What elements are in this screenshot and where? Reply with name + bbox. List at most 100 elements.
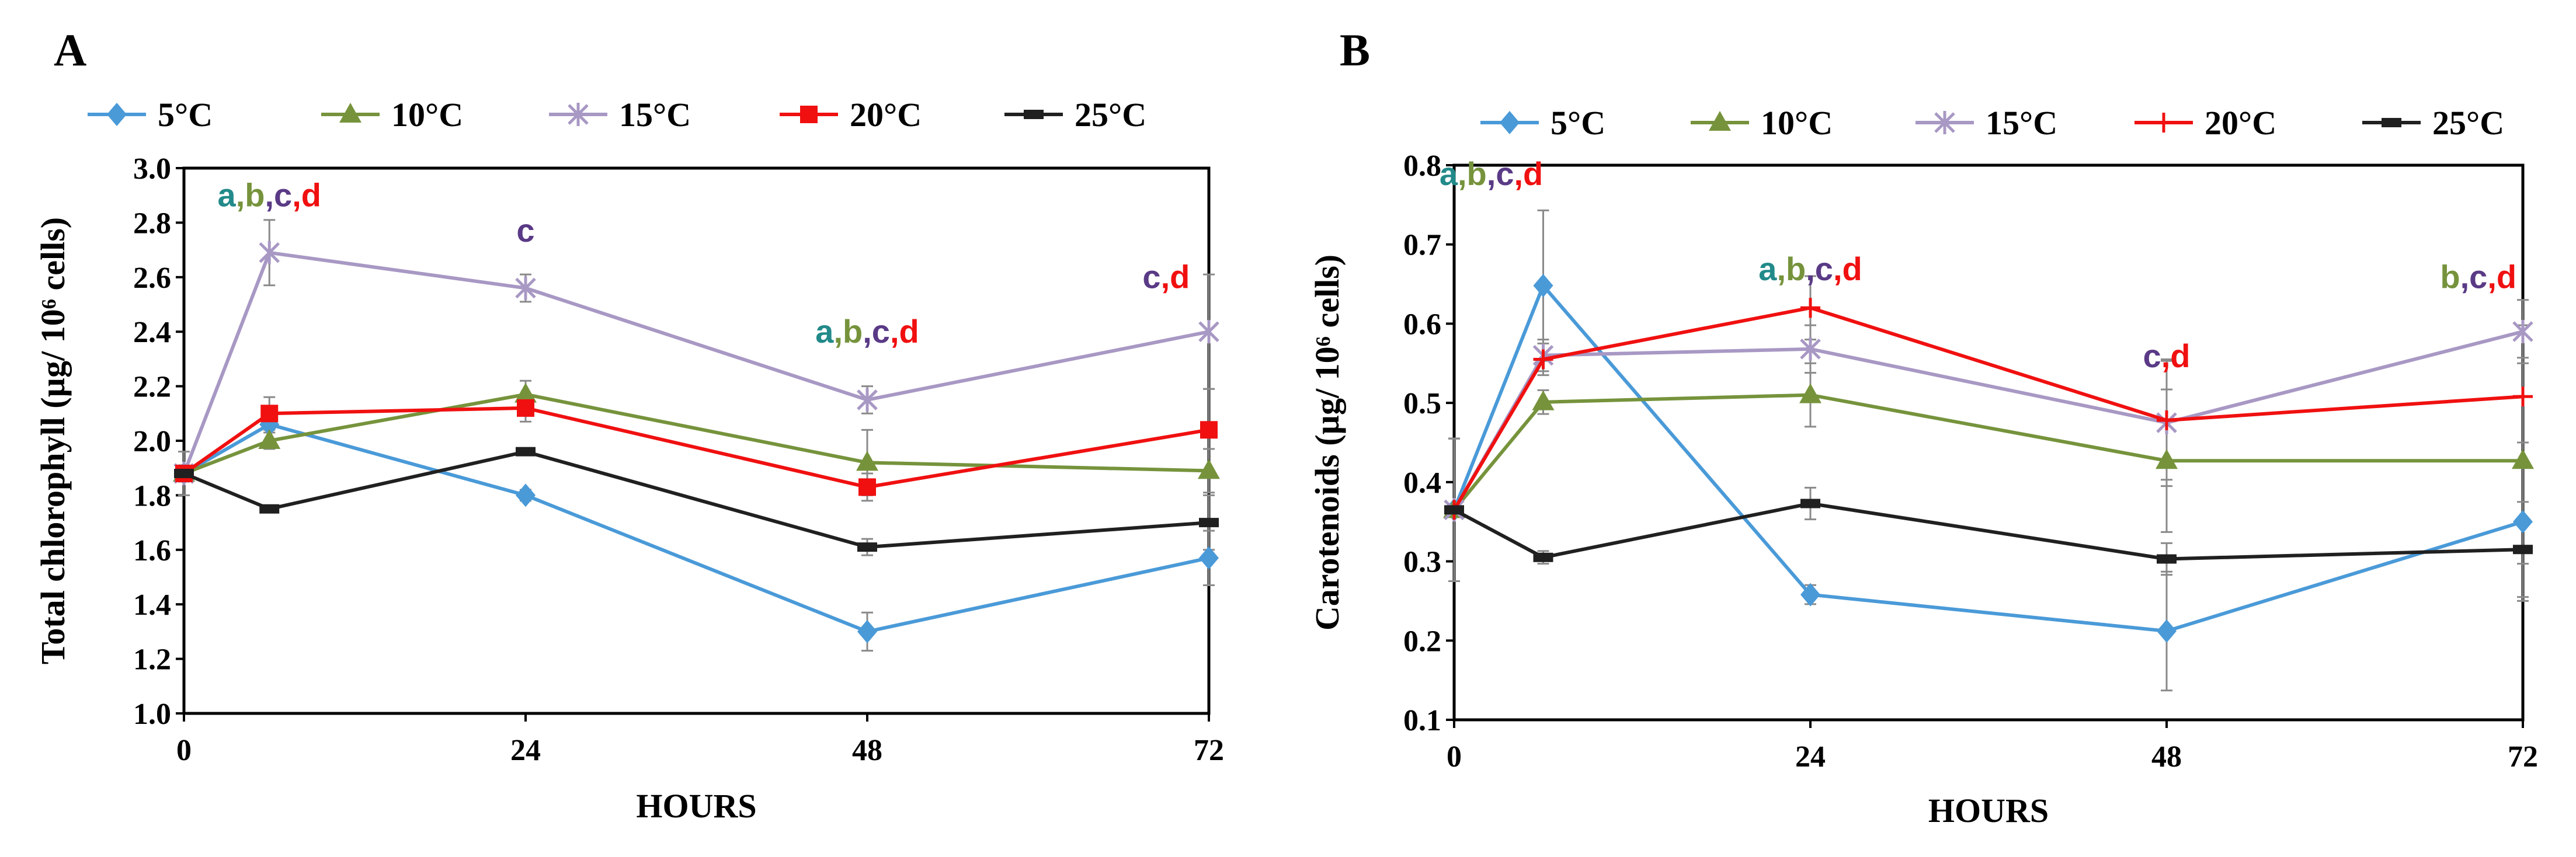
y-tick-label: 1.8 [133,479,171,513]
significance-comma: , [2161,337,2171,374]
panel-a: A 5°C 10°C 15°C 20°C 25°C 1.0 1.2 1.4 1.6 1.8 2.0 2.… [34,25,1224,825]
data-point [1198,459,1220,479]
data-point [174,469,194,479]
plot-area [1452,163,2525,722]
plot-area [182,166,1211,715]
data-point [1444,505,1464,515]
legend-entry: 20°C [2135,104,2276,142]
significance-letter: c [1815,250,1833,287]
legend-entry: 15°C [1916,104,2057,142]
significance-letter: d [2497,258,2516,295]
significance-letter: b [2440,258,2460,295]
y-tick-label: 2.2 [133,371,171,404]
significance-letter: b [245,176,265,213]
y-tick-label: 2.0 [133,425,171,458]
legend-label: 5°C [1551,104,1605,142]
y-tick-label: 1.0 [133,698,171,731]
series-line [1452,306,2523,511]
significance-letter: d [301,176,321,213]
significance-label: c,d [1142,258,1190,295]
series-line [1453,501,2523,561]
significance-comma: , [833,313,843,350]
x-axis-title: HOURS [636,787,756,825]
x-axis-title: HOURS [1928,792,2049,830]
y-tick-label: 1.6 [133,534,171,567]
series-line [183,392,1209,475]
legend-marker [800,106,818,123]
data-point [1533,274,1553,298]
y-tick-label: 0.2 [1403,625,1441,658]
data-point [1198,320,1219,344]
series-line [1452,282,2523,633]
y-tick-label: 2.8 [133,207,171,240]
data-point [1800,298,1820,318]
legend-entry: 20°C [780,96,922,134]
significance-letter: a [1758,250,1777,287]
series-10C [173,382,1220,482]
y-tick-label: 0.5 [1403,387,1441,420]
legend-label: 15°C [1986,104,2057,142]
legend-entry: 5°C [1480,104,1605,142]
significance-letter: b [1786,250,1806,287]
data-point [858,478,876,496]
significance-letter: c [2469,258,2487,295]
y-tick-label: 2.4 [133,316,171,349]
significance-comma: , [292,176,301,213]
x-tick-label: 72 [1194,734,1224,767]
legend-marker [1709,111,1731,131]
series-line [1452,393,2523,511]
legend-label: 20°C [850,96,922,134]
significance-comma: , [1833,250,1843,287]
data-point [1799,383,1821,403]
significance-comma: , [2460,258,2470,295]
significance-letter: a [218,176,237,213]
legend-label: 10°C [1761,104,1833,142]
significance-letter: d [2170,337,2190,374]
data-point [2157,554,2177,564]
series-25C [174,447,1219,552]
significance-comma: , [1161,258,1170,295]
y-tick-label: 1.4 [133,588,171,622]
legend-entry: 25°C [1004,96,1146,134]
significance-letter: d [899,313,919,350]
significance-letter: c [1496,155,1514,192]
significance-label: b,c,d [2440,258,2516,295]
data-point [258,429,281,449]
legend-marker [339,103,361,123]
data-point [2157,410,2177,430]
data-point [856,451,878,471]
data-point [2512,320,2533,343]
data-point [2156,449,2178,469]
series-5C [1444,274,2533,643]
legend-marker [2154,113,2174,133]
data-point [1199,518,1219,528]
legend-label: 25°C [1075,96,1146,134]
series-20C [175,399,1218,496]
data-point [516,447,536,457]
data-point [514,382,537,403]
data-point [2157,619,2177,643]
significance-label: a,b,c,d [218,176,321,213]
legend-label: 10°C [391,96,463,134]
significance-comma: , [1777,250,1786,287]
y-tick-label: 0.1 [1403,704,1441,737]
data-point [260,405,279,423]
legend-marker [2382,118,2401,127]
legend-label: 15°C [619,96,691,134]
significance-letter: a [815,313,834,350]
data-point [2512,449,2534,469]
legend-marker [1500,111,1520,134]
significance-comma: , [1514,155,1523,192]
y-tick-label: 0.7 [1403,229,1441,262]
y-tick-label: 3.0 [133,152,171,186]
significance-letter: d [1843,250,1862,287]
data-point [857,619,877,643]
data-point [857,542,877,552]
legend-entry: 25°C [2362,104,2504,142]
data-point [857,388,878,412]
legend-label: 20°C [2205,104,2276,142]
y-tick-label: 2.6 [133,262,171,295]
legend-entry: 5°C [88,96,213,134]
significance-letter: d [1170,258,1190,295]
